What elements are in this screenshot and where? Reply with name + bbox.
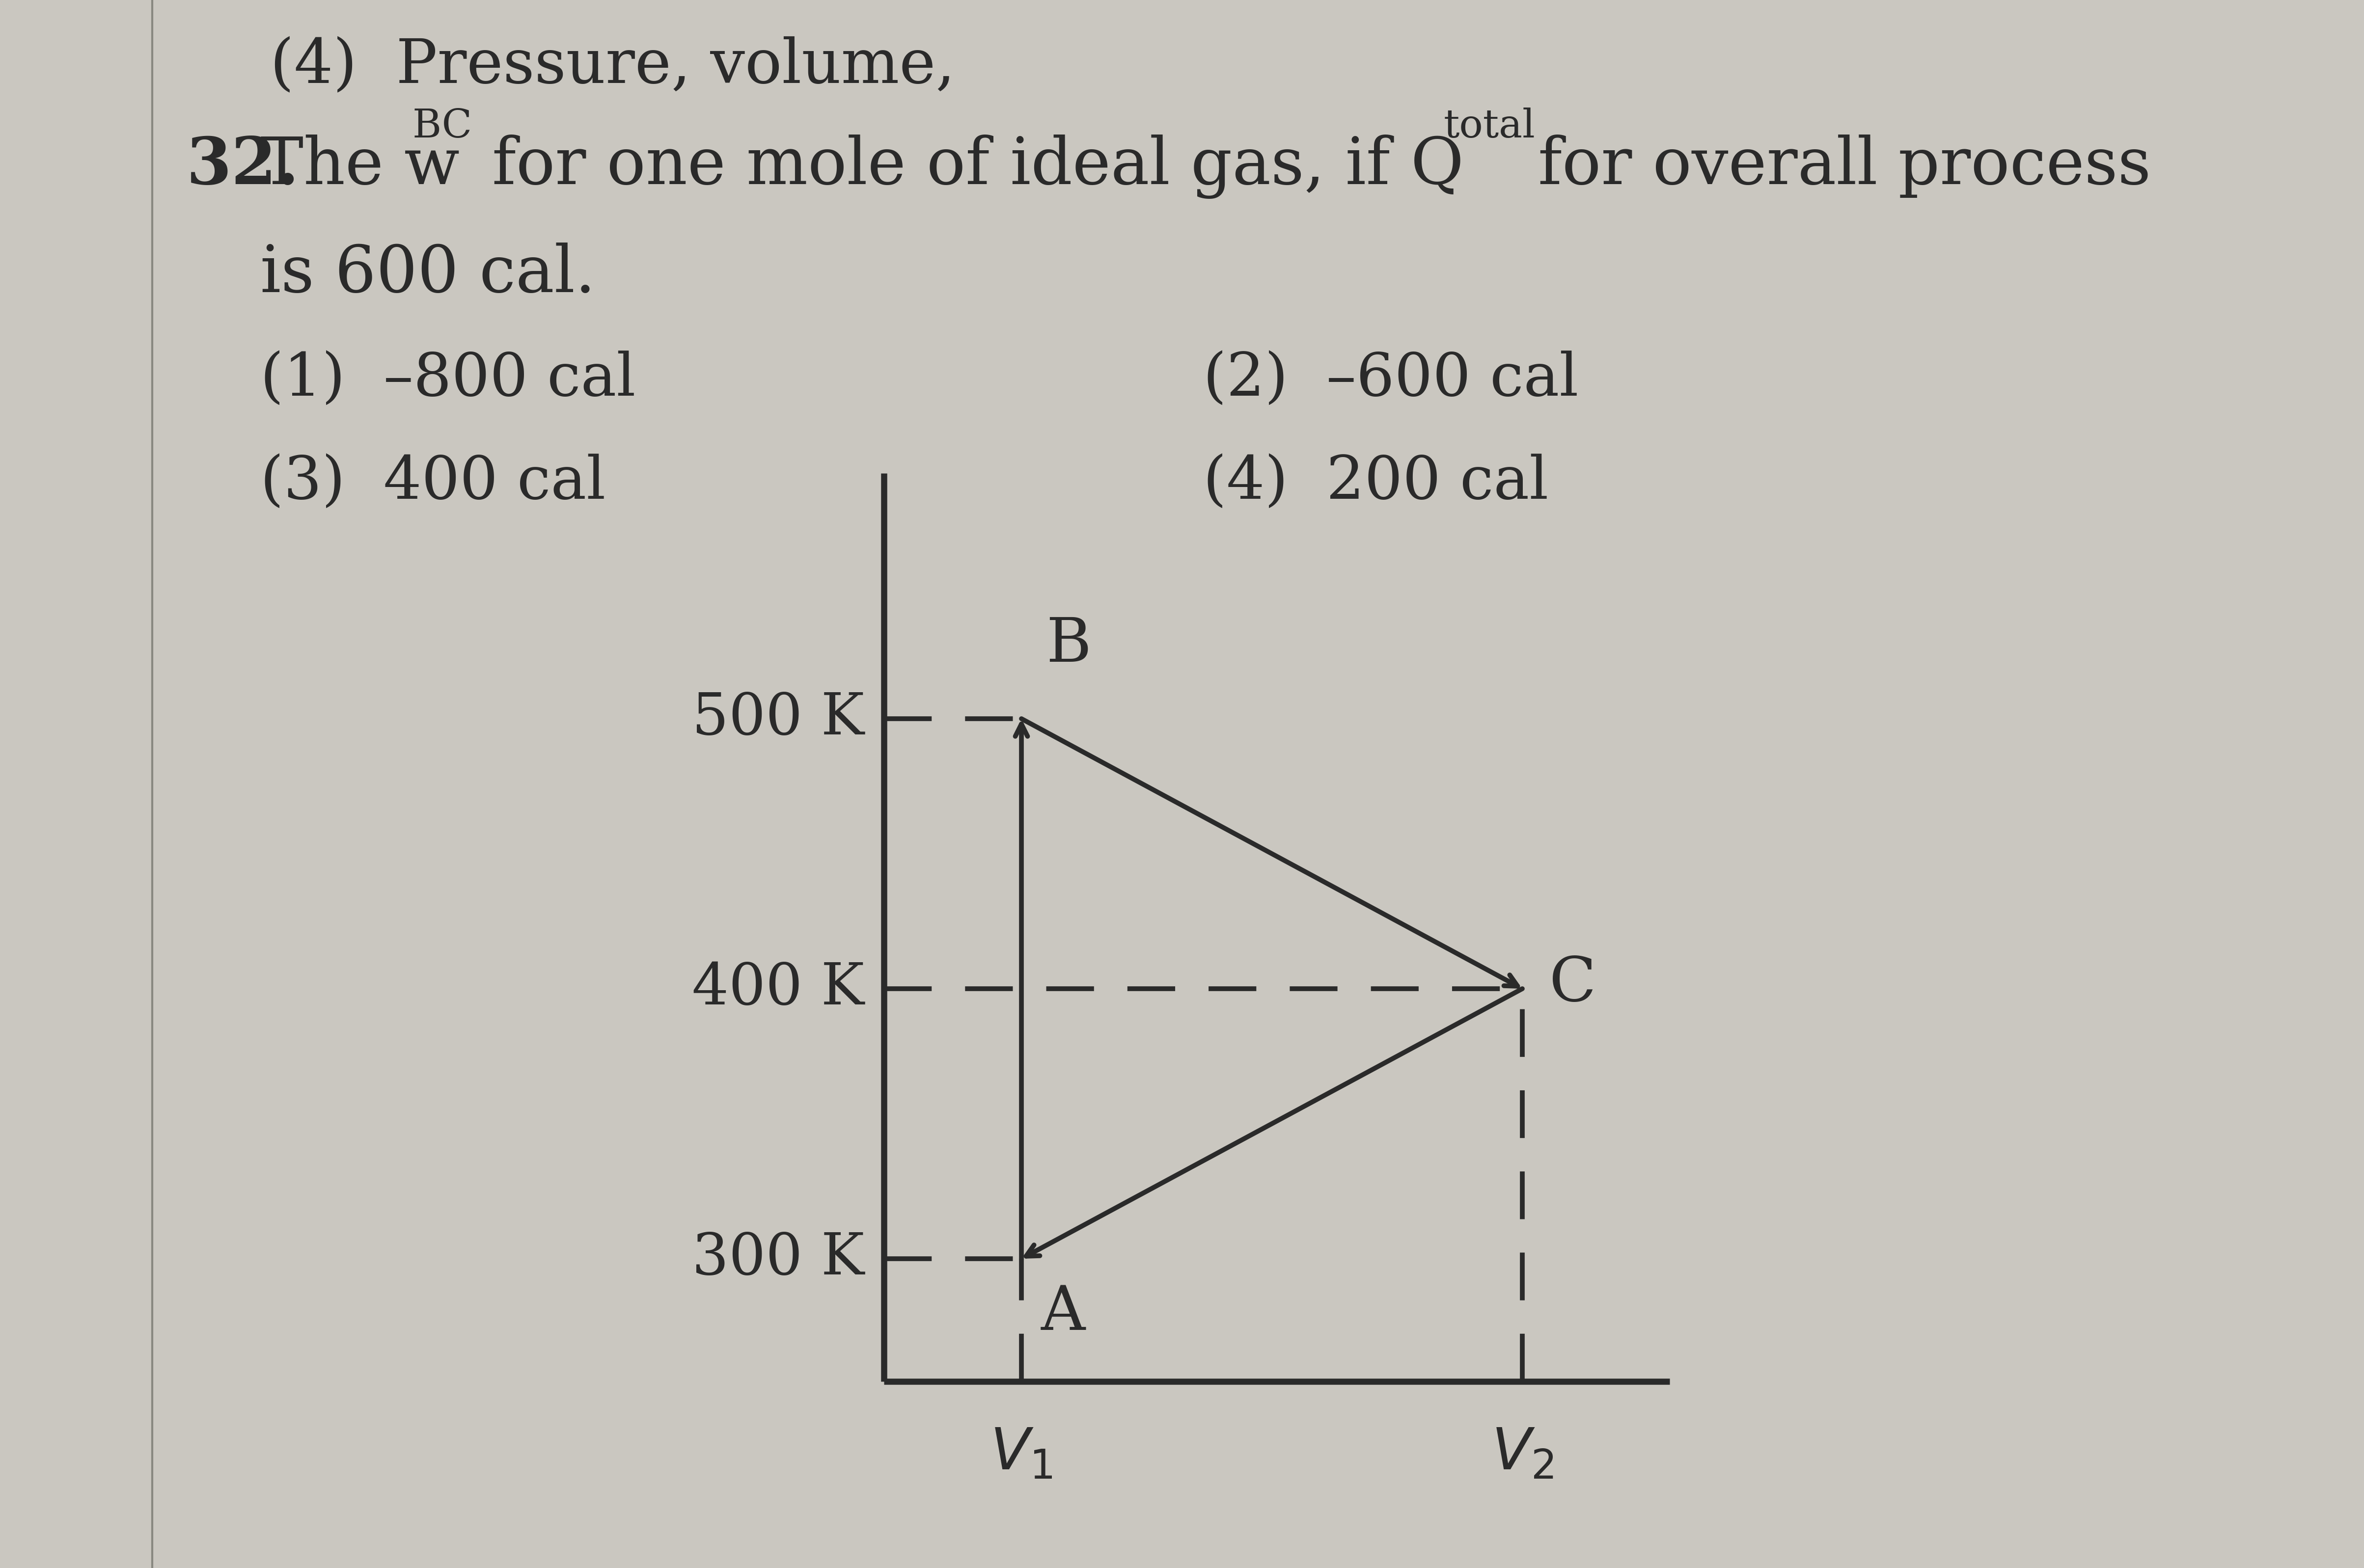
Text: 400 K: 400 K: [693, 961, 865, 1018]
Text: total: total: [1444, 108, 1537, 146]
Text: 300 K: 300 K: [693, 1231, 865, 1287]
Text: (1)  –800 cal: (1) –800 cal: [260, 351, 636, 408]
Text: 500 K: 500 K: [693, 690, 865, 746]
Text: (4)  Pressure, volume,: (4) Pressure, volume,: [269, 36, 955, 96]
Text: (3)  400 cal: (3) 400 cal: [260, 453, 605, 511]
Text: (2)  –600 cal: (2) –600 cal: [1203, 351, 1579, 408]
Text: (4)  200 cal: (4) 200 cal: [1203, 453, 1548, 511]
Text: A: A: [1040, 1283, 1085, 1342]
Text: for overall process: for overall process: [1518, 135, 2151, 198]
Text: B: B: [1045, 615, 1092, 674]
Text: for one mole of ideal gas, if Q: for one mole of ideal gas, if Q: [470, 135, 1463, 199]
Text: is 600 cal.: is 600 cal.: [260, 243, 596, 306]
Text: $V_1$: $V_1$: [991, 1425, 1052, 1482]
Text: C: C: [1548, 953, 1596, 1013]
Text: The w: The w: [260, 135, 459, 198]
Text: 32.: 32.: [187, 135, 300, 198]
Text: $V_2$: $V_2$: [1492, 1425, 1553, 1482]
Text: BC: BC: [411, 108, 473, 146]
